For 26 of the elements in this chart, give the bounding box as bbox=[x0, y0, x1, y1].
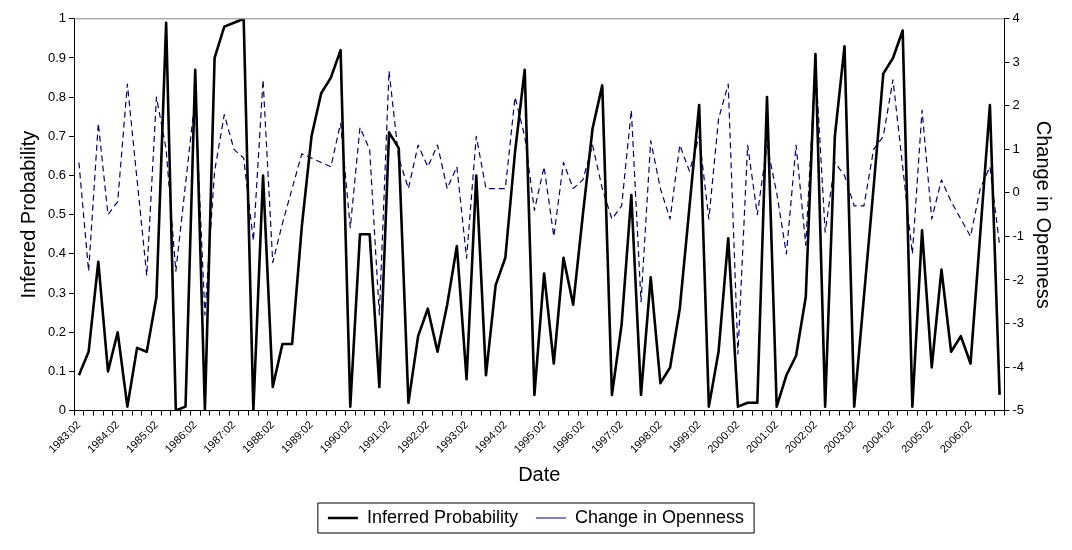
y2-tick-label: 1 bbox=[1012, 140, 1020, 156]
y-tick-label: 0.8 bbox=[47, 88, 67, 104]
y2-tick-label: -1 bbox=[1012, 228, 1024, 244]
y-tick-label: 1 bbox=[58, 10, 67, 26]
y2-tick-label: 2 bbox=[1012, 97, 1020, 113]
y-tick-label: 0.7 bbox=[47, 127, 67, 143]
y2-tick-label: 3 bbox=[1012, 53, 1020, 69]
y2-tick-label: -4 bbox=[1012, 358, 1024, 374]
y-tick-label: 0.1 bbox=[47, 362, 67, 378]
y-tick-label: 0.2 bbox=[47, 323, 67, 339]
y-tick-label: 0.4 bbox=[47, 245, 67, 261]
y2-tick-label: -3 bbox=[1012, 315, 1024, 331]
y2-tick-label: 0 bbox=[1012, 184, 1020, 200]
y-tick-label: 0.6 bbox=[47, 167, 67, 183]
y2-tick-label: 4 bbox=[1012, 10, 1020, 26]
legend-label: Inferred Probability bbox=[366, 506, 518, 527]
x-axis-title: Date bbox=[518, 462, 561, 485]
y2-axis-title: Change in Openness bbox=[1033, 120, 1056, 309]
legend-label: Change in Openness bbox=[574, 506, 745, 527]
y2-tick-label: -2 bbox=[1012, 271, 1024, 287]
y2-tick-label: -5 bbox=[1012, 402, 1024, 418]
y-tick-label: 0.5 bbox=[47, 206, 67, 222]
y-tick-label: 0 bbox=[58, 402, 67, 418]
y-axis-title: Inferred Probability bbox=[16, 130, 39, 299]
y-tick-label: 0.3 bbox=[47, 284, 67, 300]
y-tick-label: 0.9 bbox=[47, 49, 67, 65]
